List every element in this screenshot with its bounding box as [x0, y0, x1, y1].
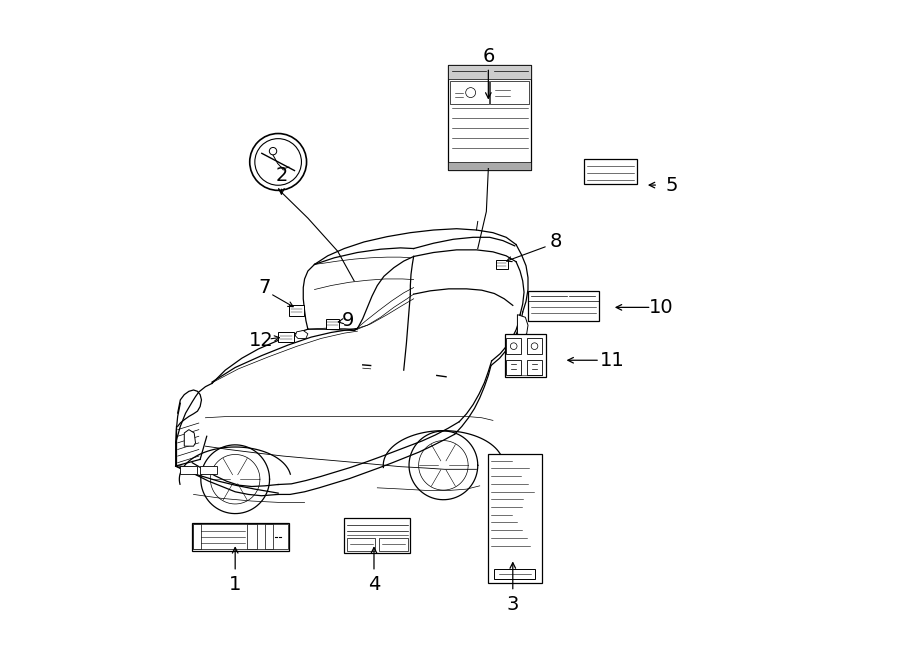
Bar: [200, 466, 217, 474]
Bar: [448, 161, 531, 170]
Circle shape: [510, 343, 517, 350]
Text: 2: 2: [275, 166, 288, 184]
Bar: [505, 334, 546, 377]
Bar: [527, 338, 542, 354]
Text: 12: 12: [249, 331, 274, 350]
Bar: [506, 360, 521, 375]
Bar: [494, 568, 536, 580]
Text: 6: 6: [482, 47, 494, 65]
Bar: [193, 524, 201, 549]
Circle shape: [255, 139, 302, 185]
Text: 10: 10: [649, 298, 674, 317]
Text: 4: 4: [368, 576, 380, 594]
Circle shape: [465, 88, 475, 98]
Bar: [278, 332, 294, 342]
Bar: [488, 455, 542, 584]
Text: 7: 7: [258, 278, 271, 297]
Bar: [265, 524, 273, 549]
Bar: [527, 360, 542, 375]
Bar: [450, 81, 489, 104]
Text: 3: 3: [507, 596, 519, 614]
Text: 11: 11: [599, 351, 625, 369]
Circle shape: [531, 343, 538, 350]
Circle shape: [249, 134, 307, 190]
Bar: [192, 523, 290, 551]
Text: 8: 8: [550, 232, 562, 251]
Text: 9: 9: [341, 311, 354, 330]
Bar: [448, 65, 531, 79]
Bar: [496, 260, 508, 268]
Bar: [448, 65, 531, 170]
Bar: [248, 524, 257, 549]
Circle shape: [269, 147, 276, 155]
Text: 5: 5: [665, 176, 678, 194]
Polygon shape: [184, 430, 195, 446]
Bar: [379, 537, 408, 551]
Bar: [180, 466, 197, 474]
Polygon shape: [295, 330, 308, 338]
Bar: [346, 537, 375, 551]
Bar: [193, 524, 288, 549]
Text: 1: 1: [229, 576, 241, 594]
Bar: [528, 291, 599, 321]
Bar: [491, 81, 529, 104]
Bar: [584, 159, 637, 184]
Bar: [344, 518, 410, 553]
Bar: [506, 338, 521, 354]
Polygon shape: [518, 315, 528, 337]
Bar: [290, 305, 304, 316]
Bar: [326, 319, 339, 329]
